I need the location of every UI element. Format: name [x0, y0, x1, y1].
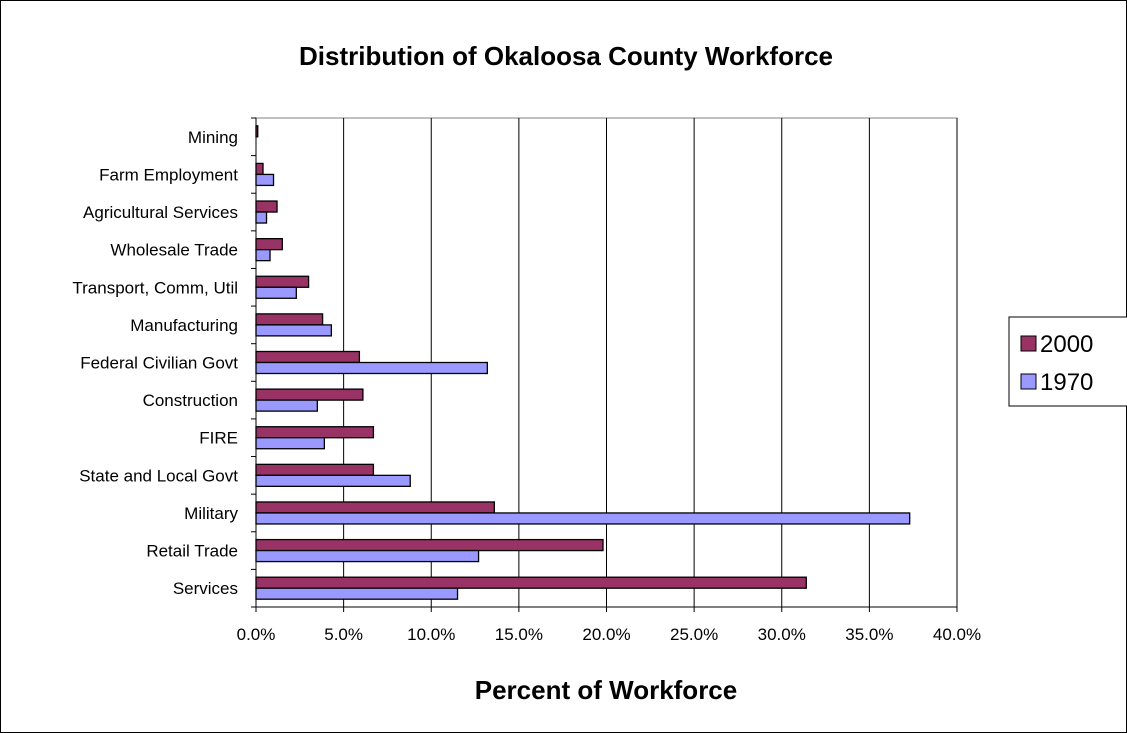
bar-2000-9 — [255, 426, 375, 439]
category-label: Military — [184, 504, 238, 523]
legend: 2000 1970 — [1008, 316, 1127, 407]
axes — [251, 117, 958, 612]
legend-swatch-1970 — [1020, 373, 1037, 390]
legend-box — [1008, 316, 1127, 407]
bar-2000-2 — [255, 162, 264, 176]
category-label: Construction — [143, 391, 238, 410]
bar-1970-3 — [255, 211, 268, 224]
category-label: Services — [173, 579, 238, 598]
bar-1970-6 — [255, 324, 333, 337]
category-label: Manufacturing — [130, 316, 238, 335]
bar-2000-5 — [255, 275, 310, 288]
bar-1970-9 — [255, 437, 325, 450]
bar-2000-6 — [255, 313, 324, 326]
x-axis-title: Percent of Workforce — [475, 675, 737, 705]
chart-title: Distribution of Okaloosa County Workforc… — [299, 41, 833, 71]
bar-1970-12 — [255, 549, 480, 563]
legend-swatch-2000 — [1020, 335, 1037, 352]
bar-2000-11 — [255, 501, 495, 514]
x-tick-label: 15.0% — [495, 625, 543, 644]
x-tick-label: 10.0% — [407, 625, 455, 644]
legend-label-2000: 2000 — [1040, 331, 1093, 358]
bar-2000-8 — [255, 388, 364, 401]
x-tick-label: 25.0% — [670, 625, 718, 644]
category-label: Farm Employment — [99, 165, 238, 184]
category-label: State and Local Govt — [79, 466, 238, 485]
bar-1970-13 — [255, 587, 459, 600]
x-tick-label: 20.0% — [582, 625, 630, 644]
category-label: Federal Civilian Govt — [80, 354, 238, 373]
bar-1970-8 — [255, 399, 318, 412]
x-tick-label: 40.0% — [933, 625, 981, 644]
bar-1970-10 — [255, 474, 411, 487]
labels: 0.0% 5.0% 10.0% 15.0% 20.0% 25.0% 30.0% 35.0% 40… — [72, 128, 981, 644]
category-label: Agricultural Services — [83, 203, 238, 222]
bar-1970-11 — [255, 512, 911, 525]
x-tick-label: 0.0% — [237, 625, 276, 644]
bar-1970-5 — [255, 286, 297, 299]
bar-1970-2 — [255, 173, 275, 187]
category-label: Retail Trade — [146, 542, 238, 561]
bar-2000-4 — [255, 238, 283, 251]
category-label: Transport, Comm, Util — [72, 278, 238, 297]
category-label: Wholesale Trade — [110, 241, 238, 260]
x-tick-label: 30.0% — [758, 625, 806, 644]
bar-2000-12 — [255, 538, 604, 552]
bar-2000-7 — [255, 350, 361, 364]
category-label: FIRE — [199, 429, 238, 448]
legend-label-1970: 1970 — [1040, 369, 1093, 396]
x-tick-label: 5.0% — [324, 625, 363, 644]
x-tick-label: 35.0% — [845, 625, 893, 644]
category-label: Mining — [188, 128, 238, 147]
bar-2000-10 — [255, 463, 375, 476]
bar-1970-4 — [255, 249, 271, 262]
bar-2000-13 — [255, 576, 807, 589]
bar-2000-3 — [255, 200, 278, 213]
bar-1970-7 — [255, 361, 488, 375]
